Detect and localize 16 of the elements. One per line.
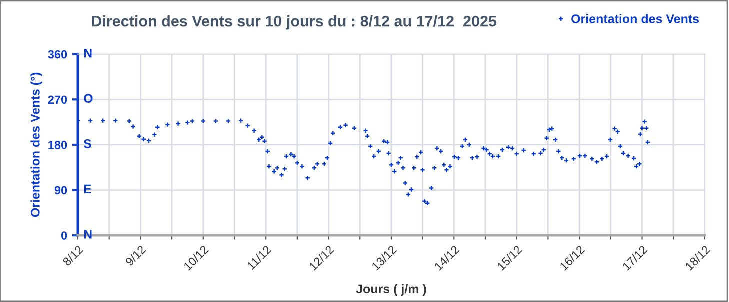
y-tick-label: 270: [48, 96, 68, 104]
y-tick-label: 90: [54, 186, 68, 195]
x-tick-label: 9/12: [124, 245, 146, 267]
y-tick-label: 0: [61, 232, 68, 240]
annotation: O: [84, 94, 93, 104]
x-tick-label: 8/12: [62, 245, 84, 267]
chart-title: Direction des Vents sur 10 jours du : 8/12 au 17/12 2025: [92, 16, 497, 30]
y-tick-label: 180: [48, 140, 68, 150]
legend-label: Orientation des Vents: [572, 14, 700, 24]
x-axis-title: Jours ( j/m ): [356, 284, 426, 296]
y-tick-label: 360: [48, 50, 68, 59]
annotation: E: [84, 184, 92, 194]
annotation: N: [84, 230, 92, 239]
annotation: S: [84, 139, 92, 148]
y-axis-title: Orientation des Vents (°): [30, 72, 42, 218]
annotation: N: [84, 48, 92, 58]
